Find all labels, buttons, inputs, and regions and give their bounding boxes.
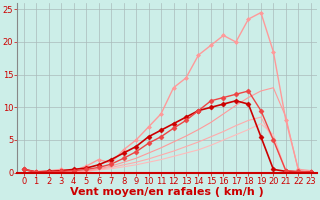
X-axis label: Vent moyen/en rafales ( km/h ): Vent moyen/en rafales ( km/h ) [70, 187, 264, 197]
